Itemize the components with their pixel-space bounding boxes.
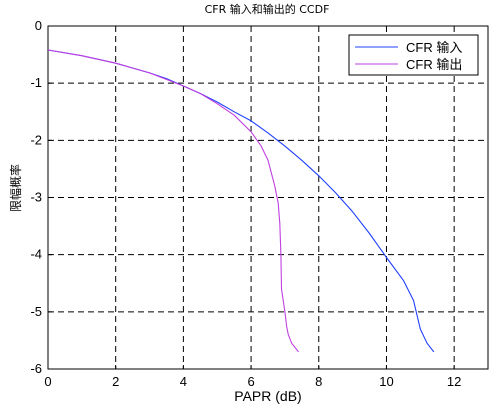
x-tick-label: 6	[247, 374, 254, 389]
y-axis-label: 限幅概率	[8, 164, 23, 212]
chart-title: CFR 输入和输出的 CCDF	[205, 2, 330, 16]
y-axis-ticks: 0 -1 -2 -3 -4 -5 -6	[30, 18, 52, 376]
x-tick-label: 0	[44, 374, 51, 389]
y-tick-label: -2	[30, 132, 42, 147]
series-layer	[47, 49, 435, 353]
legend-label-input: CFR 输入	[406, 40, 462, 55]
y-tick-label: -3	[30, 190, 42, 205]
legend: CFR 输入 CFR 输出	[348, 34, 479, 76]
grid	[48, 26, 488, 369]
x-axis-label: PAPR (dB)	[234, 388, 301, 404]
legend-label-output: CFR 输出	[406, 57, 462, 72]
x-tick-label: 2	[112, 374, 119, 389]
x-axis-ticks: 0 2 4 6 8 10 12	[44, 365, 461, 389]
x-tick-label: 8	[315, 374, 322, 389]
x-tick-label: 12	[447, 374, 461, 389]
series-line-output	[47, 49, 299, 353]
y-tick-label: -6	[30, 361, 42, 376]
y-tick-label: -5	[30, 304, 42, 319]
legend-box	[348, 34, 479, 76]
y-tick-label: -4	[30, 247, 42, 262]
x-tick-label: 10	[379, 374, 393, 389]
y-tick-label: -1	[30, 75, 42, 90]
x-tick-label: 4	[180, 374, 187, 389]
y-tick-label: 0	[35, 18, 42, 33]
